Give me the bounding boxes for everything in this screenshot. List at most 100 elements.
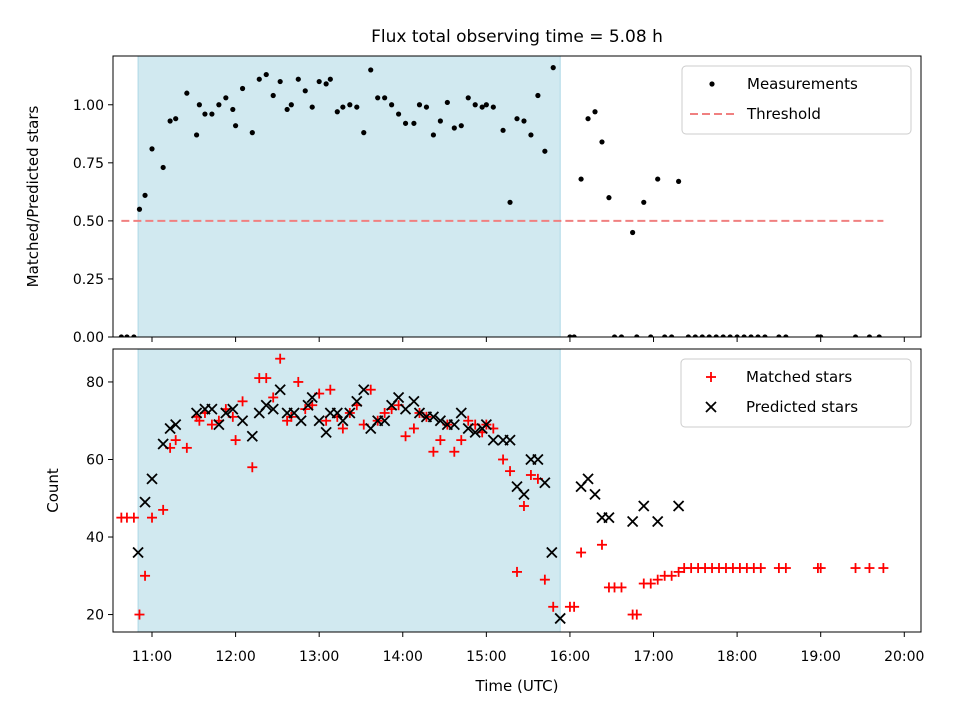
- data-point: [268, 392, 279, 403]
- data-point: [246, 430, 258, 442]
- data-point: [347, 102, 353, 108]
- data-point: [213, 418, 225, 431]
- data-point: [331, 407, 343, 419]
- data-point: [181, 442, 192, 453]
- data-point: [267, 403, 279, 415]
- legend-entry: Measurements: [709, 75, 858, 93]
- data-point: [206, 403, 218, 415]
- x-tick-label: 17:00: [633, 649, 673, 665]
- data-point: [727, 334, 733, 337]
- data-point: [878, 563, 889, 574]
- data-point: [196, 102, 202, 108]
- data-point: [634, 334, 640, 337]
- data-point: [379, 415, 391, 427]
- data-point: [368, 67, 374, 73]
- data-point: [755, 563, 766, 574]
- data-point: [413, 407, 426, 419]
- data-point: [699, 334, 705, 337]
- data-point: [626, 515, 639, 528]
- data-point: [652, 515, 664, 528]
- data-point: [365, 384, 376, 395]
- data-point: [140, 570, 151, 581]
- data-point: [411, 120, 417, 126]
- x-tick-label: 19:00: [801, 649, 841, 665]
- data-point: [514, 116, 520, 122]
- data-point: [295, 415, 307, 427]
- data-point: [603, 512, 615, 524]
- data-point: [606, 195, 612, 201]
- data-point: [542, 148, 548, 154]
- top-legend: Measurements Threshold: [681, 65, 912, 135]
- data-point: [408, 395, 420, 407]
- legend-entry: Threshold: [690, 105, 821, 123]
- data-point: [596, 539, 607, 550]
- data-point: [323, 81, 329, 87]
- data-point: [236, 415, 249, 427]
- data-point: [662, 334, 668, 337]
- data-point: [132, 546, 144, 559]
- data-point: [483, 102, 489, 108]
- bottom-plot-area: [116, 349, 889, 632]
- data-point: [518, 501, 529, 512]
- data-point: [170, 418, 182, 431]
- data-point: [382, 95, 388, 101]
- data-point: [160, 164, 166, 171]
- data-point: [589, 488, 601, 501]
- data-point: [249, 130, 255, 136]
- top-y-axis-label: Matched/Predicted stars: [24, 106, 42, 288]
- data-point: [720, 334, 726, 337]
- data-point: [193, 132, 200, 138]
- data-point: [444, 99, 450, 106]
- data-point: [780, 563, 791, 574]
- data-point: [525, 469, 536, 480]
- data-point: [539, 574, 550, 585]
- data-point: [783, 334, 789, 337]
- y-tick-label: 80: [86, 375, 104, 391]
- data-point: [358, 384, 370, 396]
- data-point: [288, 102, 294, 108]
- legend-label: Threshold: [746, 105, 821, 123]
- data-point: [223, 95, 229, 101]
- data-point: [149, 146, 155, 152]
- data-point: [375, 95, 381, 101]
- data-point: [876, 334, 882, 337]
- data-point: [293, 376, 304, 387]
- data-point: [389, 102, 395, 108]
- data-point: [490, 104, 496, 110]
- x-tick-label: 12:00: [215, 649, 255, 665]
- x-tick-label: 13:00: [299, 649, 339, 665]
- data-point: [277, 78, 283, 85]
- data-point: [528, 132, 534, 138]
- legend-entry: Predicted stars: [705, 398, 858, 416]
- y-tick-label: 60: [86, 452, 104, 468]
- data-point: [302, 399, 314, 411]
- legend-label: Predicted stars: [746, 398, 858, 416]
- data-point: [469, 426, 481, 438]
- data-point: [284, 106, 290, 113]
- data-point: [518, 488, 530, 501]
- data-point: [337, 423, 348, 434]
- series-measurements: [118, 65, 882, 337]
- data-point: [554, 612, 566, 625]
- y-tick-label: 0.75: [73, 156, 104, 172]
- data-point: [673, 566, 684, 577]
- data-point: [334, 109, 340, 115]
- data-point: [652, 574, 663, 585]
- data-point: [247, 462, 258, 473]
- data-point: [465, 95, 471, 101]
- data-point: [762, 334, 768, 337]
- x-tick-label: 16:00: [550, 649, 590, 665]
- data-point: [655, 176, 661, 182]
- data-point: [618, 334, 625, 337]
- data-point: [239, 85, 246, 92]
- data-point: [669, 334, 675, 337]
- data-point: [190, 407, 203, 419]
- data-point: [638, 500, 650, 512]
- data-point: [416, 102, 423, 108]
- data-point: [209, 111, 215, 117]
- data-point: [437, 118, 443, 124]
- data-point: [423, 104, 430, 110]
- data-point: [532, 453, 544, 466]
- y-tick-label: 0.50: [73, 214, 104, 230]
